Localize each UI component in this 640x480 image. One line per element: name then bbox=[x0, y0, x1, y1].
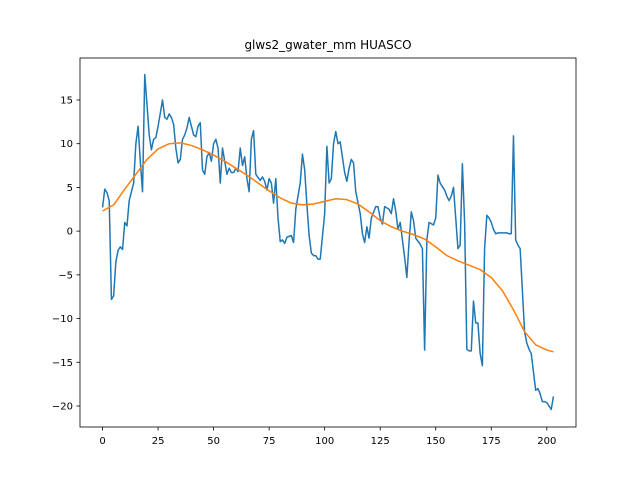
y-tick-label: −5 bbox=[58, 270, 73, 281]
chart-title: glws2_gwater_mm HUASCO bbox=[244, 38, 411, 52]
x-tick-label: 100 bbox=[315, 436, 334, 447]
x-tick-label: 150 bbox=[426, 436, 445, 447]
x-tick-label: 175 bbox=[482, 436, 501, 447]
y-tick-label: 5 bbox=[67, 183, 73, 194]
plot-frame bbox=[79, 57, 577, 428]
x-tick-label: 75 bbox=[263, 436, 276, 447]
x-tick-label: 25 bbox=[152, 436, 165, 447]
y-tick-label: 15 bbox=[60, 95, 73, 106]
y-tick-label: 10 bbox=[60, 139, 73, 150]
data-line bbox=[102, 142, 554, 353]
x-tick-label: 0 bbox=[99, 436, 105, 447]
y-tick-label: 0 bbox=[67, 227, 73, 238]
y-tick-label: −20 bbox=[52, 402, 73, 413]
x-tick-label: 50 bbox=[207, 436, 220, 447]
data-line bbox=[101, 73, 555, 411]
x-tick-label: 125 bbox=[371, 436, 390, 447]
x-tick-label: 200 bbox=[537, 436, 556, 447]
y-tick-label: −10 bbox=[52, 314, 73, 325]
y-tick-label: −15 bbox=[52, 358, 73, 369]
